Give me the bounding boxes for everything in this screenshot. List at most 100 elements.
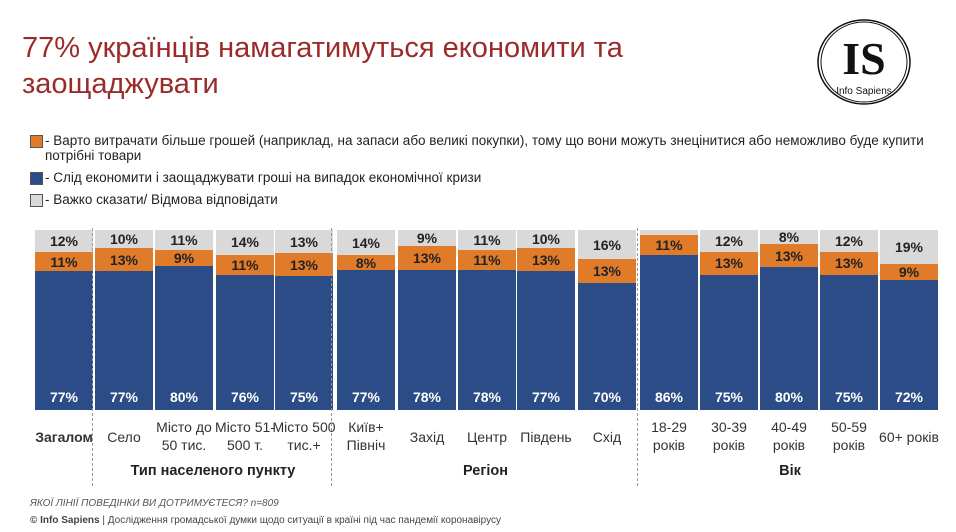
category-label: Центр xyxy=(466,429,508,445)
bar-segment-hard xyxy=(275,230,333,254)
data-label-hard: 11% xyxy=(170,231,198,248)
group-label: Тип населеного пункту xyxy=(130,463,296,479)
bar-segment-hard xyxy=(517,230,575,248)
legend-swatch-hard xyxy=(30,194,43,207)
data-label-save: 80% xyxy=(774,389,804,405)
category-label: 60+ років xyxy=(879,429,939,445)
data-label-hard: 9% xyxy=(416,230,438,247)
bar-segment-save xyxy=(517,271,575,410)
bar-segment-save xyxy=(398,269,456,410)
bar-segment-save xyxy=(820,275,878,410)
legend-swatch-spend xyxy=(30,135,43,148)
data-label-save: 70% xyxy=(592,389,622,405)
legend-item-hard: - Важко сказати/ Відмова відповідати xyxy=(30,192,940,207)
group-divider xyxy=(92,228,93,486)
bar-segment-hard xyxy=(216,230,274,255)
data-label-hard: 11% xyxy=(473,231,501,248)
data-label-spend: 13% xyxy=(774,247,804,264)
bar-segment-spend xyxy=(640,235,698,256)
category-label: 30-39 років xyxy=(711,419,747,453)
data-label-save: 75% xyxy=(714,389,744,405)
data-label-save: 78% xyxy=(412,389,442,405)
legend-item-spend: - Варто витрачати більше грошей (наприкл… xyxy=(30,133,940,163)
svg-text:IS: IS xyxy=(842,33,885,84)
bar-segment-spend xyxy=(820,251,878,275)
data-label-spend: 11% xyxy=(473,251,501,268)
data-label-save: 76% xyxy=(230,389,260,405)
legend-swatch-save xyxy=(30,172,43,185)
data-label-spend: 13% xyxy=(289,256,319,273)
data-label-spend: 11% xyxy=(231,256,259,273)
data-label-spend: 11% xyxy=(50,253,78,270)
bar-segment-save xyxy=(35,271,93,410)
category-label: Місто до 50 тис. xyxy=(156,419,212,453)
bar-segment-spend xyxy=(337,255,395,270)
bar-segment-spend xyxy=(398,246,456,270)
data-label-save: 80% xyxy=(169,389,199,405)
bar-segment-save xyxy=(700,275,758,410)
category-label: Захід xyxy=(409,429,445,445)
bar-segment-spend xyxy=(880,264,938,281)
group-label: Регіон xyxy=(462,463,509,479)
bar-segment-hard xyxy=(35,230,93,252)
bar-segment-save xyxy=(578,282,636,410)
bar-segment-spend xyxy=(275,253,333,277)
data-label-save: 77% xyxy=(351,389,381,405)
data-label-hard: 12% xyxy=(714,232,744,249)
bar-segment-hard xyxy=(640,230,698,236)
bar-segment-save xyxy=(760,267,818,410)
info-sapiens-logo: IS Info Sapiens xyxy=(817,19,911,105)
data-label-spend: 9% xyxy=(173,249,195,266)
data-label-spend: 13% xyxy=(531,251,561,268)
page-title: 77% українців намагатимуться економити т… xyxy=(22,32,623,100)
legend-label: - Важко сказати/ Відмова відповідати xyxy=(45,192,278,207)
data-label-hard: 12% xyxy=(834,232,864,249)
bar-segment-hard xyxy=(398,230,456,247)
data-label-spend: 8% xyxy=(355,254,377,271)
data-label-spend: 13% xyxy=(834,255,864,272)
bar-segment-save xyxy=(458,269,516,410)
bar-segment-hard xyxy=(337,230,395,256)
data-label-hard: 10% xyxy=(531,231,561,247)
bar-segment-spend xyxy=(35,251,93,272)
data-label-save: 77% xyxy=(109,389,139,405)
bar-segment-spend xyxy=(216,254,274,275)
data-label-save: 72% xyxy=(894,389,924,405)
footer-brand: © Info Sapiens xyxy=(30,515,100,526)
footer: © Info Sapiens | Дослідження громадської… xyxy=(30,515,501,526)
bar-segment-hard xyxy=(155,230,213,250)
data-label-save: 75% xyxy=(289,389,319,405)
bar-segment-save xyxy=(155,266,213,410)
footer-text: | Дослідження громадської думки щодо сит… xyxy=(99,515,502,526)
category-label: Південь xyxy=(520,429,572,445)
bar-segment-spend xyxy=(760,244,818,268)
bar-segment-save xyxy=(216,274,274,410)
bar-segment-save xyxy=(95,271,153,410)
bar-segment-spend xyxy=(578,259,636,283)
category-label: 18-29 років xyxy=(651,419,687,453)
bar-segment-hard xyxy=(760,230,818,245)
data-label-hard: 14% xyxy=(230,234,260,251)
data-label-save: 78% xyxy=(472,389,502,405)
data-label-hard: 14% xyxy=(351,234,381,251)
bar-segment-hard xyxy=(700,230,758,252)
bar-segment-hard xyxy=(95,230,153,248)
data-label-hard: 19% xyxy=(894,239,924,256)
group-divider xyxy=(331,228,332,486)
bar-segment-save xyxy=(880,280,938,410)
data-label-spend: 11% xyxy=(655,237,683,254)
data-label-hard: 8% xyxy=(778,229,800,246)
group-divider xyxy=(637,228,638,486)
legend-label: - Слід економити і заощаджувати гроші на… xyxy=(45,170,482,185)
category-label: Село xyxy=(107,429,141,445)
bar-segment-spend xyxy=(517,248,575,272)
data-label-save: 77% xyxy=(531,389,561,405)
svg-text:Info Sapiens: Info Sapiens xyxy=(836,86,892,97)
bar-segment-save xyxy=(640,255,698,410)
data-label-spend: 13% xyxy=(412,249,442,266)
data-label-hard: 13% xyxy=(289,233,319,250)
data-label-spend: 13% xyxy=(714,255,744,272)
data-label-hard: 16% xyxy=(592,236,622,253)
bar-segment-hard xyxy=(820,230,878,252)
